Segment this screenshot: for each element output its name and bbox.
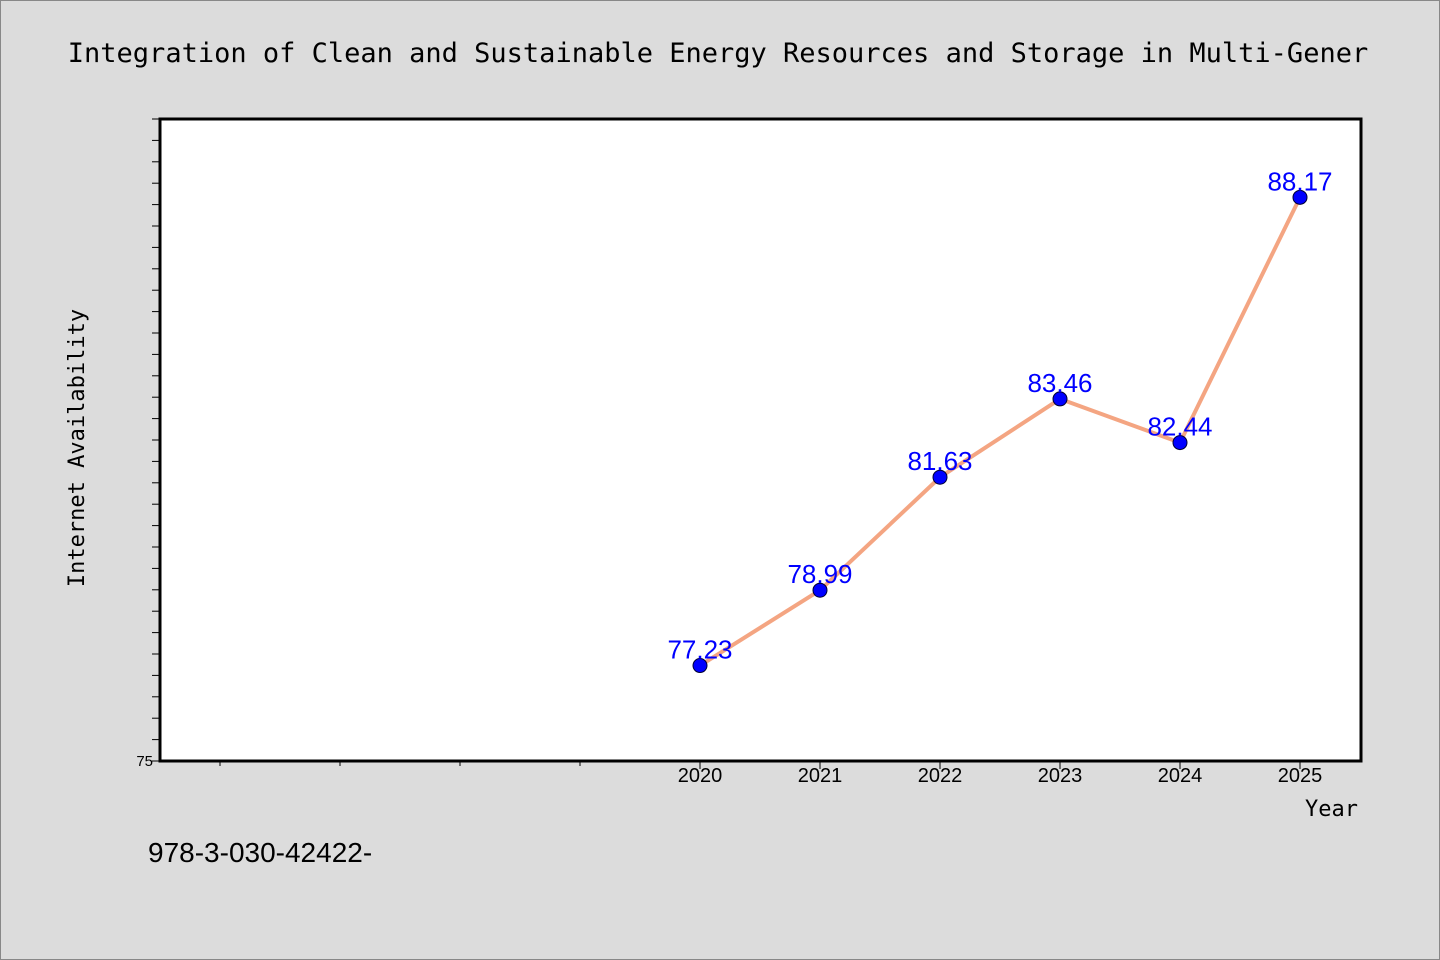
x-tick-label: 2025	[1278, 765, 1323, 787]
data-point	[692, 658, 708, 674]
data-label: 82.44	[1147, 412, 1212, 442]
data-label: 81.63	[907, 446, 972, 476]
data-label: 83.46	[1027, 368, 1092, 398]
y-tick-label: 75	[136, 753, 153, 770]
plot-area	[158, 117, 1363, 763]
data-point	[1172, 435, 1188, 451]
footnote: 978-3-030-42422-	[148, 837, 372, 868]
data-label: 78.99	[787, 559, 852, 589]
data-point	[812, 582, 828, 598]
chart-title: Integration of Clean and Sustainable Ene…	[68, 38, 1368, 69]
data-point	[1052, 391, 1068, 407]
data-point	[932, 469, 948, 485]
x-tick-label: 2022	[918, 765, 963, 787]
x-axis-ticks	[219, 761, 1301, 769]
data-point	[1292, 189, 1308, 205]
x-tick-label: 2024	[1158, 765, 1203, 787]
y-axis-label: Internet Availability	[65, 309, 90, 587]
data-label: 88.17	[1267, 166, 1332, 196]
series-line	[698, 196, 1302, 668]
x-tick-label: 2021	[798, 765, 843, 787]
x-tick-label: 2020	[678, 765, 723, 787]
y-axis-ticks	[152, 118, 160, 762]
series-line-group: 77.23 78.99 81.63 83.46 82.44 88.17	[667, 166, 1333, 674]
x-tick-label: 2023	[1038, 765, 1083, 787]
data-label: 77.23	[667, 635, 732, 665]
x-axis-label: Year	[1305, 797, 1358, 822]
x-tick-labels: 2020 2021 2022 2023 2024 2025	[678, 765, 1323, 787]
